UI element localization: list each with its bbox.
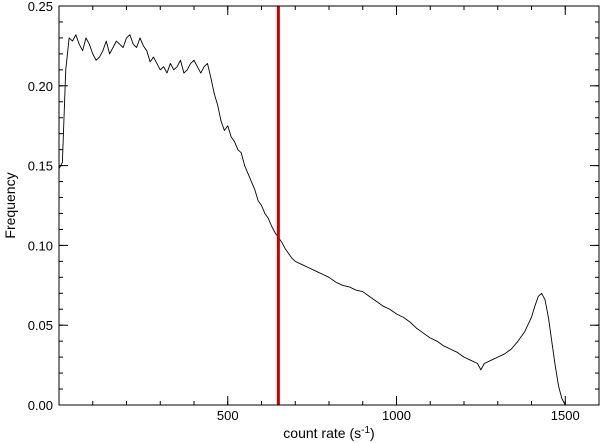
frequency-series-line	[58, 34, 566, 406]
y-axis-label: Frequency	[2, 172, 18, 238]
major-ticks	[59, 5, 599, 406]
y-tick-label: 0.15	[28, 159, 53, 174]
x-axis-label: count rate (s-1)	[283, 425, 374, 442]
minor-ticks	[59, 6, 599, 405]
x-tick-label: 1000	[382, 408, 411, 423]
plot-frame	[58, 5, 600, 406]
y-tick-label: 0.00	[28, 398, 53, 413]
y-tick-label: 0.25	[28, 0, 53, 14]
tick-labels: 500 1000 1500 0.00 0.05 0.10 0.15 0.20 0.25	[28, 0, 580, 423]
y-tick-label: 0.10	[28, 238, 53, 253]
y-tick-label: 0.20	[28, 79, 53, 94]
x-axis-label-sup: -1	[361, 425, 370, 436]
x-tick-label: 500	[217, 408, 239, 423]
x-axis-label-main: count rate (s	[283, 425, 361, 441]
x-tick-label: 1500	[551, 408, 580, 423]
y-tick-label: 0.05	[28, 318, 53, 333]
x-axis-label-suffix: )	[370, 425, 375, 441]
